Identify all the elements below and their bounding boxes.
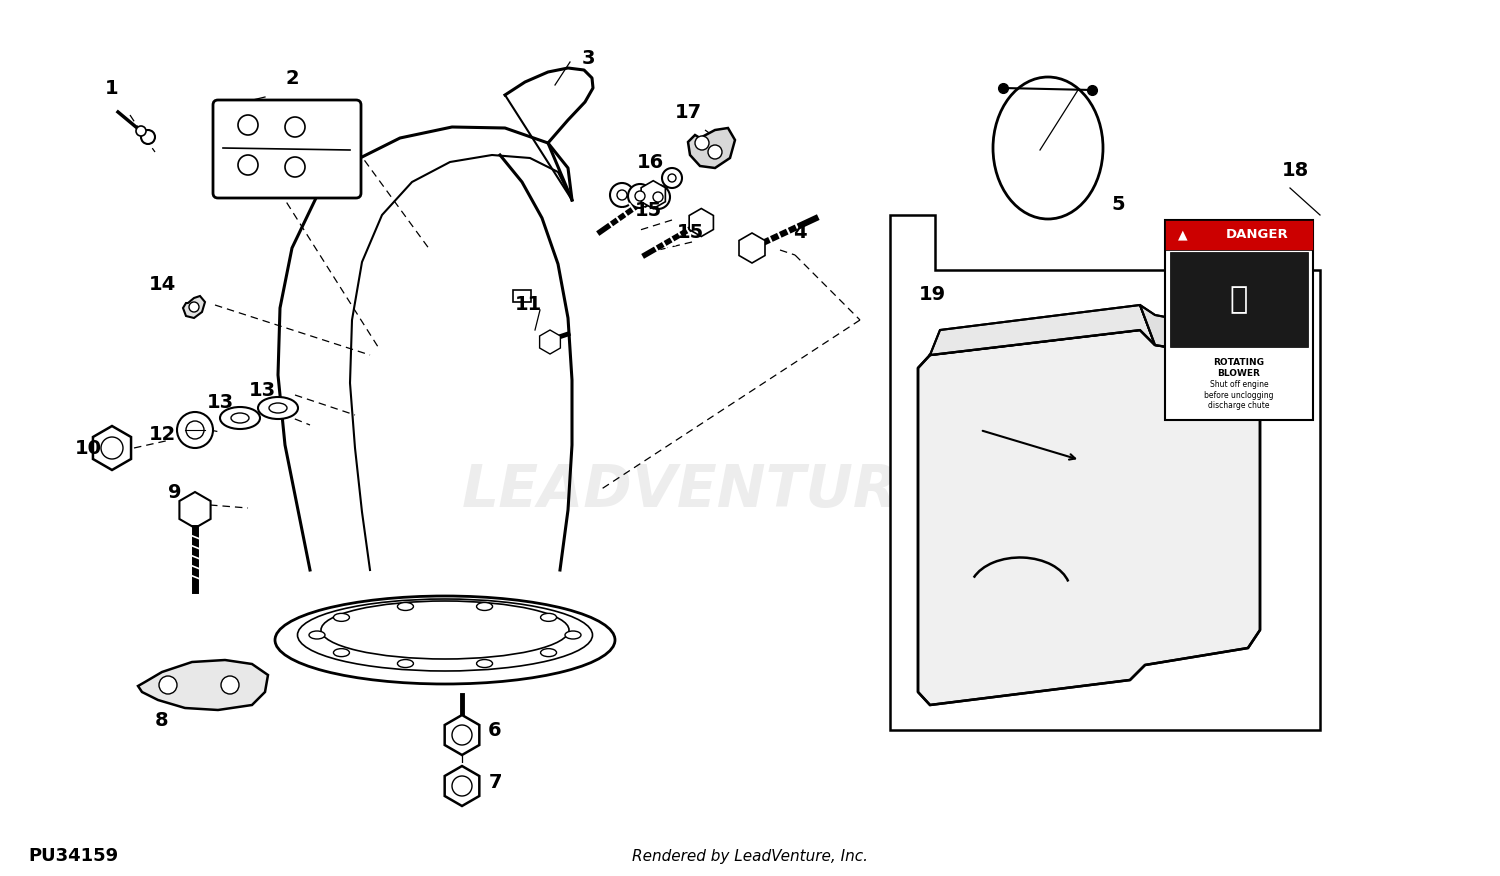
- Polygon shape: [918, 330, 1260, 705]
- Circle shape: [708, 145, 722, 159]
- Text: 10: 10: [75, 439, 102, 457]
- Text: PU34159: PU34159: [28, 847, 118, 865]
- Circle shape: [238, 155, 258, 175]
- Circle shape: [668, 174, 676, 182]
- Polygon shape: [1140, 305, 1260, 360]
- Ellipse shape: [231, 413, 249, 423]
- Polygon shape: [183, 296, 206, 318]
- Ellipse shape: [398, 660, 414, 668]
- Text: 1: 1: [105, 79, 118, 97]
- Ellipse shape: [297, 599, 592, 671]
- Text: 2: 2: [285, 68, 298, 88]
- Ellipse shape: [477, 660, 492, 668]
- Circle shape: [610, 183, 634, 207]
- Ellipse shape: [398, 603, 414, 611]
- Circle shape: [634, 191, 645, 201]
- Text: 14: 14: [148, 275, 176, 294]
- Circle shape: [186, 421, 204, 439]
- Circle shape: [189, 302, 200, 312]
- Text: 15: 15: [676, 223, 703, 242]
- Bar: [513, 290, 531, 302]
- Circle shape: [694, 136, 709, 150]
- Bar: [1170, 252, 1308, 347]
- Text: 19: 19: [918, 286, 945, 305]
- Circle shape: [452, 725, 472, 745]
- Text: 16: 16: [636, 152, 663, 172]
- Ellipse shape: [333, 648, 350, 657]
- Circle shape: [100, 437, 123, 459]
- Text: 13: 13: [207, 392, 234, 412]
- Text: Rendered by LeadVenture, Inc.: Rendered by LeadVenture, Inc.: [632, 849, 868, 864]
- Text: ROTATING
BLOWER: ROTATING BLOWER: [1214, 358, 1264, 378]
- Text: 5: 5: [1112, 195, 1125, 215]
- Circle shape: [652, 192, 663, 202]
- Circle shape: [285, 157, 304, 177]
- Circle shape: [646, 185, 670, 209]
- Ellipse shape: [333, 613, 350, 621]
- Bar: [1166, 220, 1312, 420]
- Circle shape: [238, 115, 258, 135]
- Text: 9: 9: [168, 483, 182, 501]
- Text: 17: 17: [675, 102, 702, 122]
- Text: 🚶: 🚶: [1230, 286, 1248, 314]
- Circle shape: [159, 676, 177, 694]
- Text: 3: 3: [582, 48, 594, 67]
- Ellipse shape: [268, 403, 286, 413]
- Circle shape: [616, 190, 627, 200]
- Circle shape: [285, 117, 304, 137]
- Text: 6: 6: [488, 720, 502, 739]
- Text: DANGER: DANGER: [1226, 229, 1288, 242]
- Ellipse shape: [309, 631, 326, 639]
- Ellipse shape: [540, 648, 556, 657]
- Ellipse shape: [220, 407, 260, 429]
- Text: 18: 18: [1281, 160, 1308, 180]
- Text: LEADVENTURE: LEADVENTURE: [462, 462, 939, 519]
- Bar: [1166, 220, 1312, 250]
- FancyBboxPatch shape: [213, 100, 362, 198]
- Circle shape: [628, 184, 652, 208]
- Polygon shape: [138, 660, 268, 710]
- Text: 11: 11: [514, 295, 541, 314]
- Text: 8: 8: [154, 710, 170, 730]
- Polygon shape: [688, 128, 735, 168]
- Circle shape: [177, 412, 213, 448]
- Text: 7: 7: [489, 773, 501, 792]
- Text: 12: 12: [148, 426, 176, 444]
- Ellipse shape: [274, 596, 615, 684]
- Ellipse shape: [566, 631, 580, 639]
- Ellipse shape: [477, 603, 492, 611]
- Ellipse shape: [258, 397, 299, 419]
- Text: ▲: ▲: [1178, 229, 1188, 242]
- Text: Shut off engine
before unclogging
discharge chute: Shut off engine before unclogging discha…: [1204, 380, 1274, 410]
- Ellipse shape: [321, 601, 568, 659]
- Polygon shape: [890, 215, 1320, 730]
- Circle shape: [452, 776, 472, 796]
- Circle shape: [141, 130, 154, 144]
- Text: 15: 15: [634, 201, 662, 220]
- Text: 13: 13: [249, 380, 276, 399]
- Circle shape: [220, 676, 238, 694]
- Circle shape: [136, 126, 146, 136]
- Ellipse shape: [540, 613, 556, 621]
- Circle shape: [662, 168, 682, 188]
- Polygon shape: [930, 305, 1155, 355]
- Text: 4: 4: [794, 223, 807, 242]
